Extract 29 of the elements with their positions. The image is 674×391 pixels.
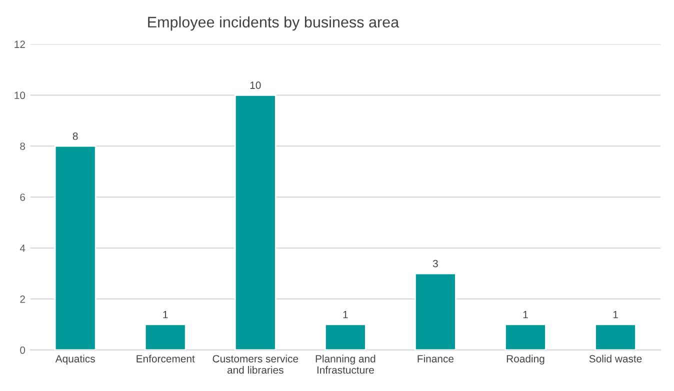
x-tick-label: Planning and Infrastucture [316, 354, 376, 374]
bar [414, 272, 456, 350]
y-tick-label: 0 [20, 346, 26, 354]
x-tick-label: Solid waste [589, 354, 642, 362]
x-tick-label: Aquatics [55, 354, 95, 365]
data-label: 1 [343, 310, 348, 318]
bar [504, 324, 546, 350]
y-tick-label: 10 [14, 92, 26, 100]
data-label: 3 [432, 260, 438, 268]
bar [144, 324, 186, 350]
chart-title: Employee incidents by business area [148, 16, 400, 31]
y-tick-label: 6 [20, 194, 26, 201]
y-tick-label: 4 [20, 244, 26, 252]
x-tick-label: Enforcement [136, 354, 195, 362]
bar [594, 324, 636, 350]
bar [234, 94, 276, 350]
bar [324, 324, 366, 350]
data-label: 8 [72, 132, 78, 140]
data-label: 1 [613, 310, 618, 318]
data-label: 10 [250, 82, 261, 89]
y-tick-label: 12 [14, 40, 25, 48]
x-tick-label: Finance [418, 354, 454, 362]
bar [54, 145, 96, 350]
x-tick-label: Customers service and libraries [212, 354, 298, 374]
data-label: 1 [163, 310, 168, 318]
y-tick-label: 8 [20, 142, 26, 150]
data-label: 1 [523, 310, 528, 318]
x-tick-label: Roading [506, 354, 544, 365]
y-tick-label: 2 [20, 295, 25, 303]
